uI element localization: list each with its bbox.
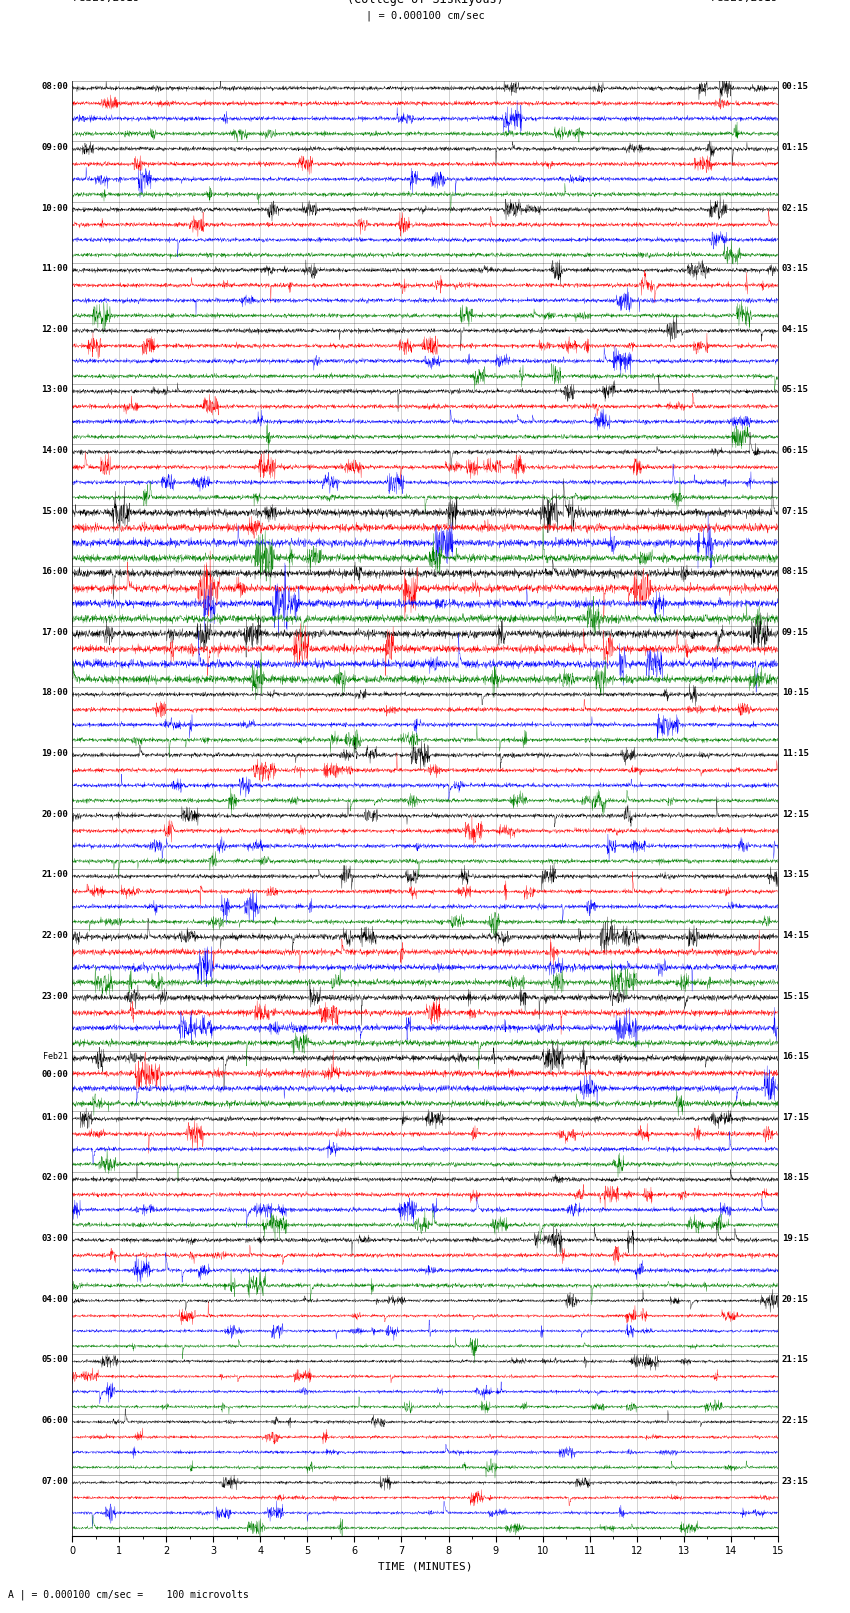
Text: 08:15: 08:15 [782, 568, 809, 576]
Text: 22:15: 22:15 [782, 1416, 809, 1424]
Text: 08:00: 08:00 [41, 82, 68, 92]
Text: A | = 0.000100 cm/sec =    100 microvolts: A | = 0.000100 cm/sec = 100 microvolts [8, 1589, 249, 1600]
Text: 20:00: 20:00 [41, 810, 68, 819]
Text: 02:15: 02:15 [782, 203, 809, 213]
Text: 13:00: 13:00 [41, 386, 68, 394]
Text: 10:15: 10:15 [782, 689, 809, 697]
Text: Feb21: Feb21 [43, 1052, 68, 1061]
Text: 21:00: 21:00 [41, 871, 68, 879]
Text: 01:00: 01:00 [41, 1113, 68, 1121]
Text: 14:00: 14:00 [41, 447, 68, 455]
Text: 19:00: 19:00 [41, 748, 68, 758]
Text: 04:00: 04:00 [41, 1295, 68, 1303]
Text: 17:15: 17:15 [782, 1113, 809, 1121]
Text: 02:00: 02:00 [41, 1174, 68, 1182]
Text: 20:15: 20:15 [782, 1295, 809, 1303]
Text: 13:15: 13:15 [782, 871, 809, 879]
Text: 14:15: 14:15 [782, 931, 809, 940]
Text: (College of Siskiyous): (College of Siskiyous) [347, 0, 503, 6]
Text: | = 0.000100 cm/sec: | = 0.000100 cm/sec [366, 11, 484, 21]
Text: 19:15: 19:15 [782, 1234, 809, 1244]
Text: 05:15: 05:15 [782, 386, 809, 394]
Text: 23:00: 23:00 [41, 992, 68, 1000]
Text: 04:15: 04:15 [782, 324, 809, 334]
Text: Feb20,2019: Feb20,2019 [72, 0, 139, 3]
Text: 10:00: 10:00 [41, 203, 68, 213]
Text: 00:15: 00:15 [782, 82, 809, 92]
Text: 01:15: 01:15 [782, 144, 809, 152]
Text: 11:15: 11:15 [782, 748, 809, 758]
Text: 12:00: 12:00 [41, 324, 68, 334]
Text: 21:15: 21:15 [782, 1355, 809, 1365]
Text: 16:15: 16:15 [782, 1052, 809, 1061]
Text: 11:00: 11:00 [41, 265, 68, 273]
Text: 18:00: 18:00 [41, 689, 68, 697]
Text: 07:15: 07:15 [782, 506, 809, 516]
Text: 22:00: 22:00 [41, 931, 68, 940]
Text: 00:00: 00:00 [41, 1069, 68, 1079]
Text: 03:00: 03:00 [41, 1234, 68, 1244]
Text: 17:00: 17:00 [41, 627, 68, 637]
Text: 09:00: 09:00 [41, 144, 68, 152]
Text: 07:00: 07:00 [41, 1476, 68, 1486]
Text: 06:15: 06:15 [782, 447, 809, 455]
Text: Feb20,2019: Feb20,2019 [711, 0, 778, 3]
Text: 18:15: 18:15 [782, 1174, 809, 1182]
X-axis label: TIME (MINUTES): TIME (MINUTES) [377, 1561, 473, 1571]
Text: 06:00: 06:00 [41, 1416, 68, 1424]
Text: 16:00: 16:00 [41, 568, 68, 576]
Text: 05:00: 05:00 [41, 1355, 68, 1365]
Text: 15:00: 15:00 [41, 506, 68, 516]
Text: 15:15: 15:15 [782, 992, 809, 1000]
Text: 12:15: 12:15 [782, 810, 809, 819]
Text: 03:15: 03:15 [782, 265, 809, 273]
Text: 09:15: 09:15 [782, 627, 809, 637]
Text: 23:15: 23:15 [782, 1476, 809, 1486]
